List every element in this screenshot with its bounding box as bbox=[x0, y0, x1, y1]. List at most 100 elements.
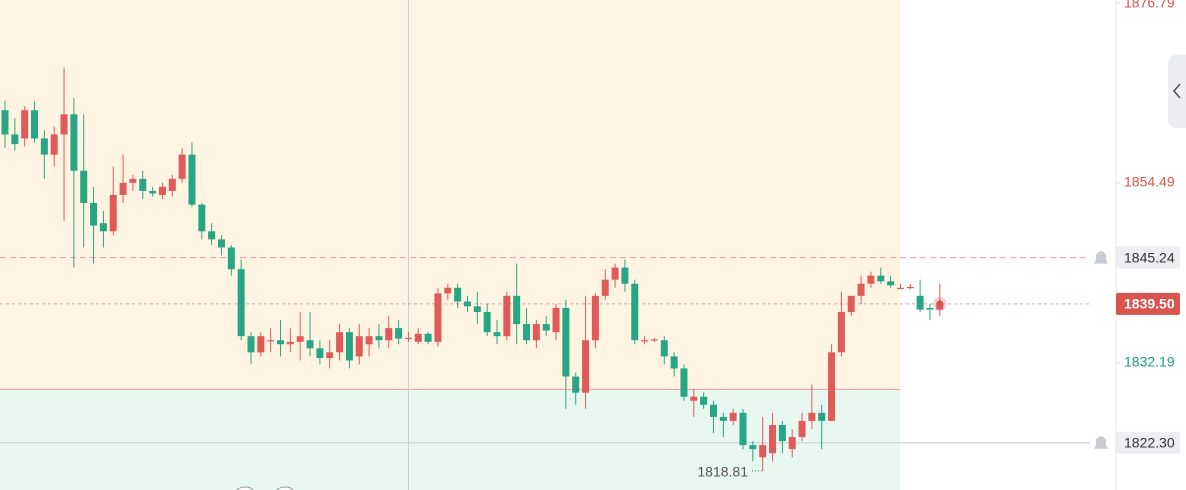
candle-body bbox=[778, 424, 786, 442]
price-label-box bbox=[1116, 292, 1180, 315]
candle-body bbox=[316, 348, 324, 358]
tool-button[interactable] bbox=[232, 486, 258, 490]
candle-body bbox=[621, 267, 629, 284]
candle-body bbox=[208, 231, 216, 240]
candle-body bbox=[99, 223, 107, 232]
alert-bell bbox=[1094, 436, 1108, 449]
tool-button[interactable] bbox=[272, 486, 298, 490]
candle-body bbox=[837, 311, 845, 353]
candle-body bbox=[237, 269, 245, 337]
candle-body bbox=[178, 154, 186, 179]
candle-body bbox=[90, 203, 98, 226]
candle-body bbox=[769, 424, 777, 454]
candle-body bbox=[896, 287, 904, 289]
candle-body bbox=[80, 170, 88, 204]
candle-body bbox=[267, 340, 275, 342]
candle-body bbox=[277, 340, 285, 345]
candle-body bbox=[355, 336, 363, 357]
background bbox=[0, 0, 900, 490]
candle-body bbox=[40, 138, 48, 155]
candle-body bbox=[50, 134, 58, 155]
candle-body bbox=[336, 332, 344, 353]
candle-body bbox=[217, 239, 225, 248]
candle-body bbox=[11, 134, 19, 145]
candle-body bbox=[444, 287, 452, 294]
candle-body bbox=[463, 301, 471, 307]
candle-body bbox=[631, 283, 639, 341]
alert-bell bbox=[1094, 251, 1108, 264]
candle-body bbox=[296, 336, 304, 342]
candle-body bbox=[385, 328, 393, 341]
candle-body bbox=[916, 295, 924, 310]
price-label-box bbox=[1116, 246, 1180, 269]
candle-body bbox=[168, 178, 176, 191]
candle-body bbox=[562, 307, 570, 377]
candle-body bbox=[60, 114, 68, 135]
candle-body bbox=[523, 324, 531, 341]
candle-body bbox=[818, 412, 826, 421]
candle-body bbox=[641, 340, 649, 342]
candle-body bbox=[503, 295, 511, 337]
candle-body bbox=[109, 194, 117, 232]
upper-zone bbox=[0, 0, 900, 390]
low-label: 1818.81 bbox=[697, 464, 748, 480]
y-tick-label: 1876.79 bbox=[1124, 0, 1175, 11]
candle-body bbox=[670, 356, 678, 369]
candle-body bbox=[257, 336, 265, 353]
candle-body bbox=[719, 416, 727, 421]
candle-body bbox=[493, 332, 501, 337]
candle-body bbox=[21, 110, 29, 139]
candle-body bbox=[188, 154, 196, 205]
candle-body bbox=[513, 295, 521, 325]
candle-body bbox=[434, 293, 442, 342]
candle-body bbox=[149, 190, 157, 194]
candle-body bbox=[542, 324, 550, 331]
price-label: 1822.30 bbox=[1124, 434, 1175, 450]
candle-body bbox=[857, 283, 865, 296]
y-tick-label: 1832.19 bbox=[1124, 354, 1175, 370]
candle-body bbox=[759, 445, 767, 458]
candle-body bbox=[572, 376, 580, 393]
candle-body bbox=[601, 279, 609, 296]
candle-body bbox=[867, 275, 875, 284]
candle-body bbox=[591, 295, 599, 341]
candle-body bbox=[877, 275, 885, 282]
candle-body bbox=[306, 340, 314, 349]
candle-body bbox=[788, 437, 796, 450]
candle-body bbox=[680, 368, 688, 397]
candle-body bbox=[483, 311, 491, 333]
candle-body bbox=[158, 186, 166, 195]
price-label: 1845.24 bbox=[1124, 249, 1175, 265]
candle-body bbox=[709, 404, 717, 417]
price-axis: 1876.79 1854.49 1832.19 1845.24 1839.50 1822.… bbox=[1094, 0, 1180, 454]
candle-body bbox=[700, 396, 708, 405]
y-tick-label: 1854.49 bbox=[1124, 174, 1175, 190]
candle-body bbox=[404, 337, 412, 340]
candle-body bbox=[227, 247, 235, 270]
candle-body bbox=[326, 352, 334, 358]
candle-body bbox=[847, 295, 855, 312]
price-label-box bbox=[1116, 431, 1180, 454]
candle-body bbox=[31, 110, 39, 139]
candle-body bbox=[749, 445, 757, 450]
price-label: 1839.50 bbox=[1124, 296, 1175, 312]
candle-body bbox=[887, 281, 895, 286]
candle-body bbox=[119, 182, 127, 195]
candle-body bbox=[611, 267, 619, 280]
candle-body bbox=[532, 324, 540, 341]
candle-body bbox=[808, 412, 816, 421]
plot: 1818.81 bbox=[0, 67, 1090, 480]
candle-body bbox=[906, 286, 914, 289]
lower-zone bbox=[0, 389, 900, 490]
candle-body bbox=[129, 178, 137, 183]
candle-body bbox=[729, 412, 737, 421]
candle-body bbox=[926, 307, 934, 310]
candle-body bbox=[345, 332, 353, 361]
candle-body bbox=[690, 396, 698, 401]
candle-body bbox=[375, 336, 383, 341]
candle-body bbox=[247, 336, 255, 353]
collapse-tab[interactable] bbox=[1168, 55, 1186, 128]
candle-body bbox=[70, 114, 78, 171]
